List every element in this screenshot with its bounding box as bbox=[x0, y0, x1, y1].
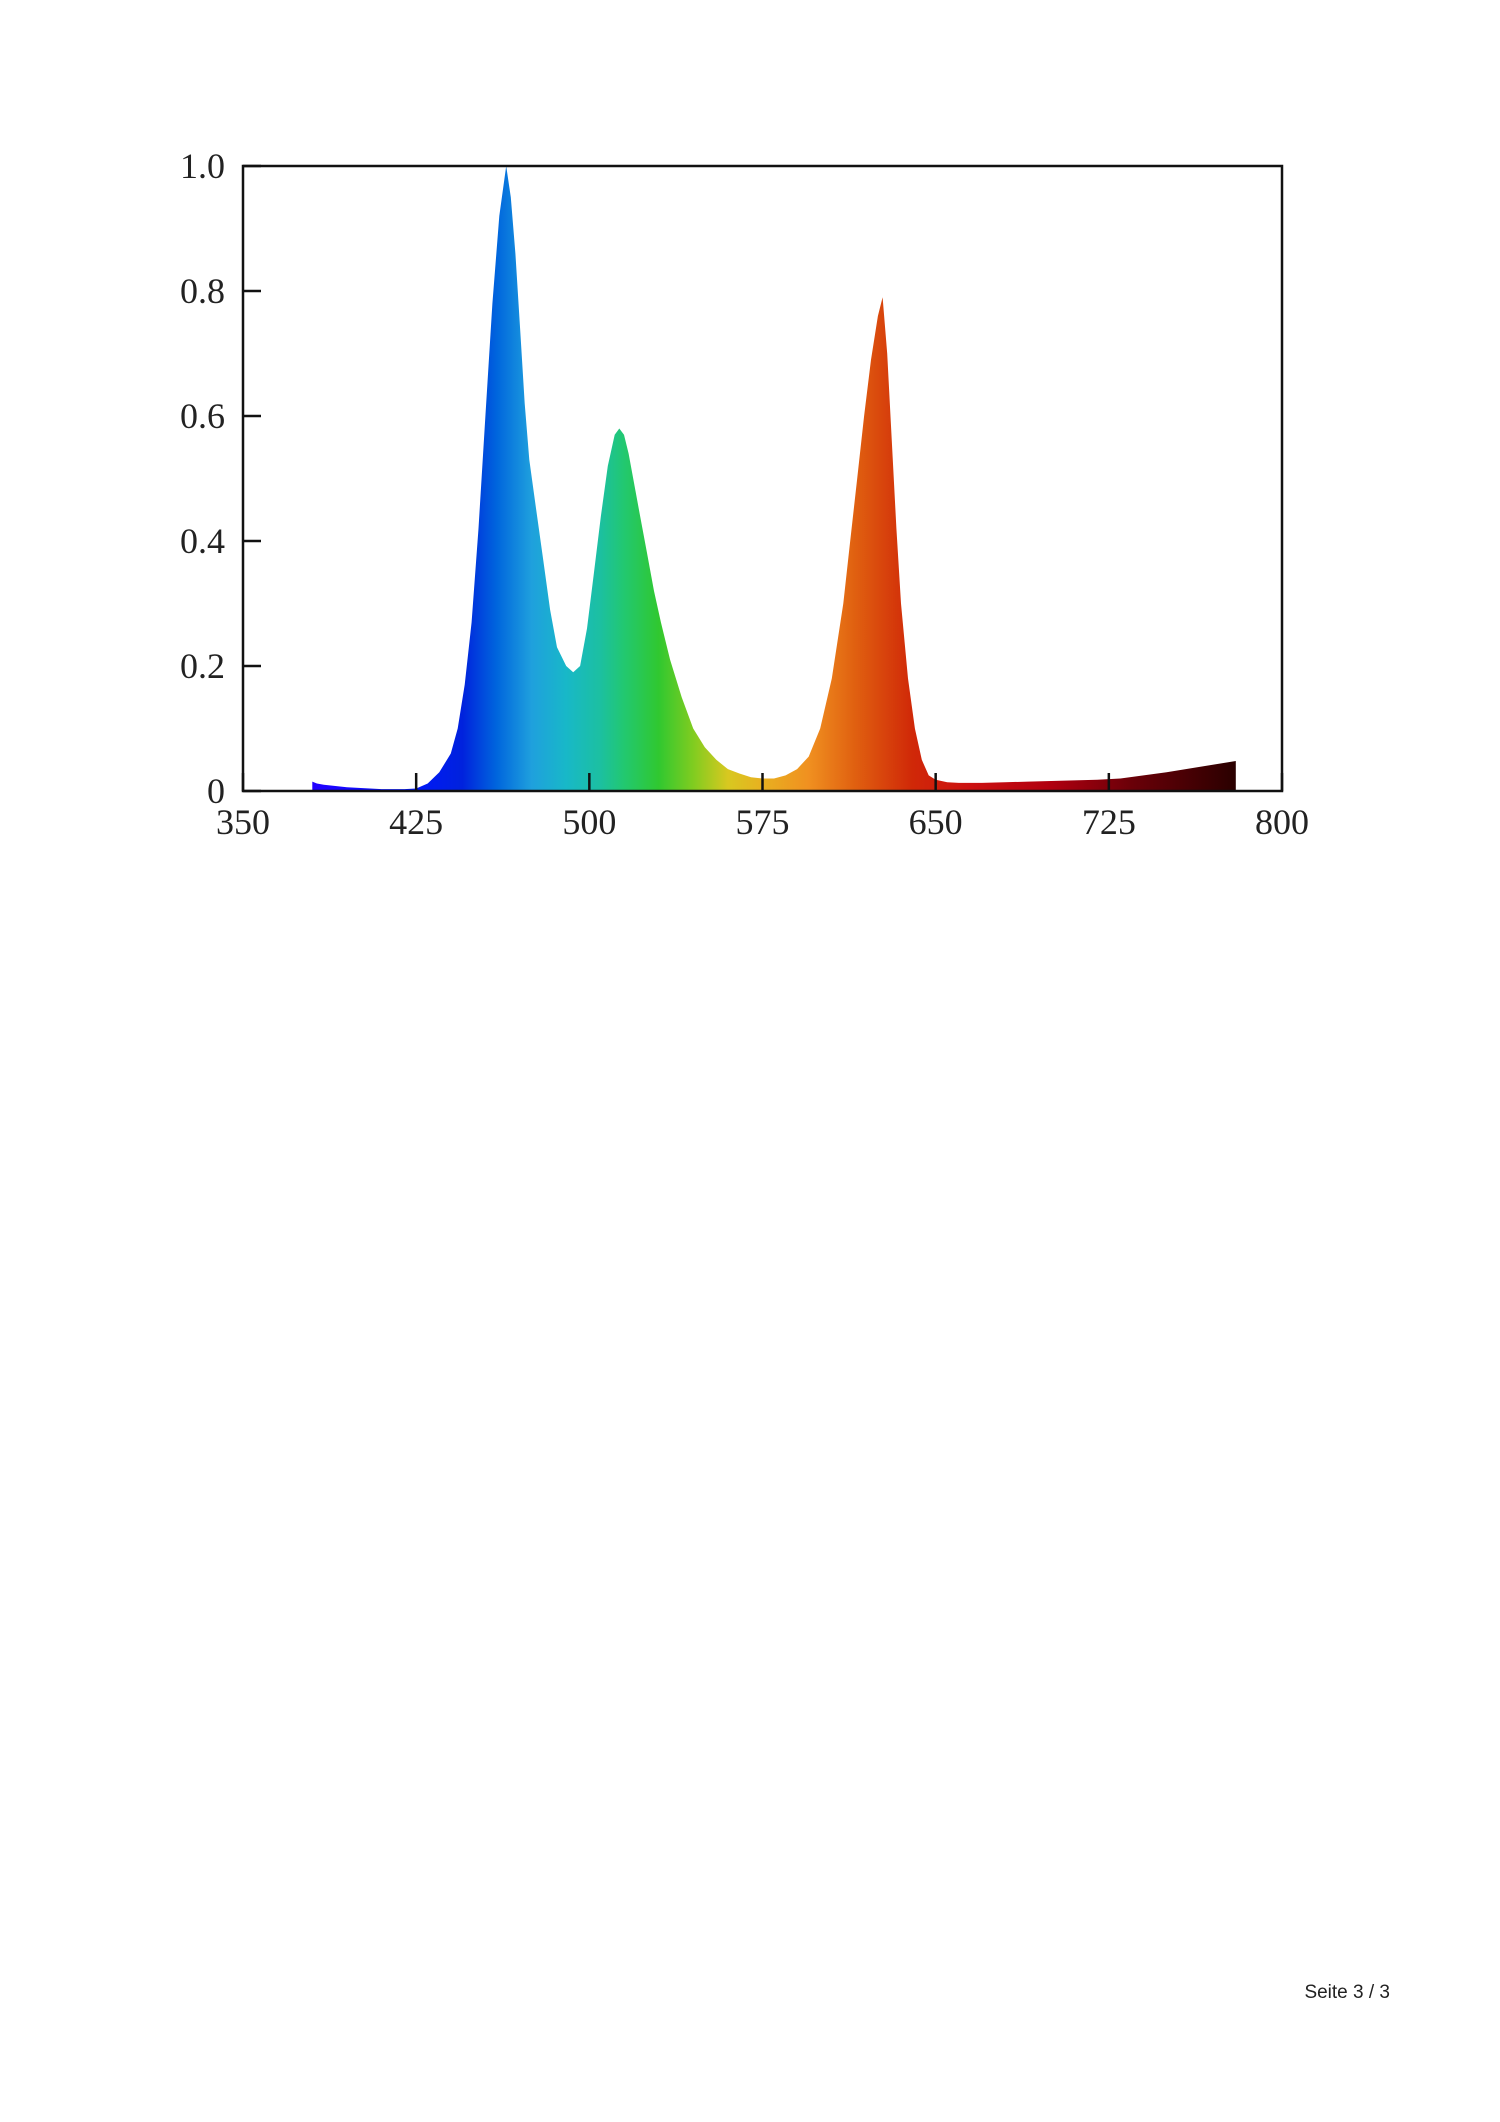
y-tick-label: 0.4 bbox=[180, 521, 225, 561]
y-tick-label: 0.2 bbox=[180, 646, 225, 686]
axis-ticks bbox=[241, 164, 1284, 793]
spectrum-area bbox=[312, 166, 1236, 791]
y-tick-label: 1.0 bbox=[180, 146, 225, 186]
y-tick-label: 0.8 bbox=[180, 271, 225, 311]
x-tick-label: 650 bbox=[909, 802, 963, 842]
x-tick-label: 725 bbox=[1082, 802, 1136, 842]
axis-tick-labels: 350 425 500 575 650 725 800 0 0.2 0.4 0.6 0.8 1.0 bbox=[180, 146, 1309, 842]
page-number: Seite 3 / 3 bbox=[1304, 1982, 1390, 2003]
x-tick-label: 425 bbox=[389, 802, 443, 842]
y-tick-label: 0.6 bbox=[180, 396, 225, 436]
y-tick-label: 0 bbox=[207, 771, 225, 811]
x-tick-label: 350 bbox=[216, 802, 270, 842]
x-tick-label: 500 bbox=[562, 802, 616, 842]
plot-frame bbox=[241, 164, 1284, 793]
spectrum-area-layer bbox=[312, 166, 1236, 791]
x-tick-label: 575 bbox=[736, 802, 790, 842]
x-tick-label: 800 bbox=[1255, 802, 1309, 842]
spectrum-chart: 350 425 500 575 650 725 800 0 0.2 0.4 0.6 0.8 1.0 bbox=[180, 146, 1309, 842]
